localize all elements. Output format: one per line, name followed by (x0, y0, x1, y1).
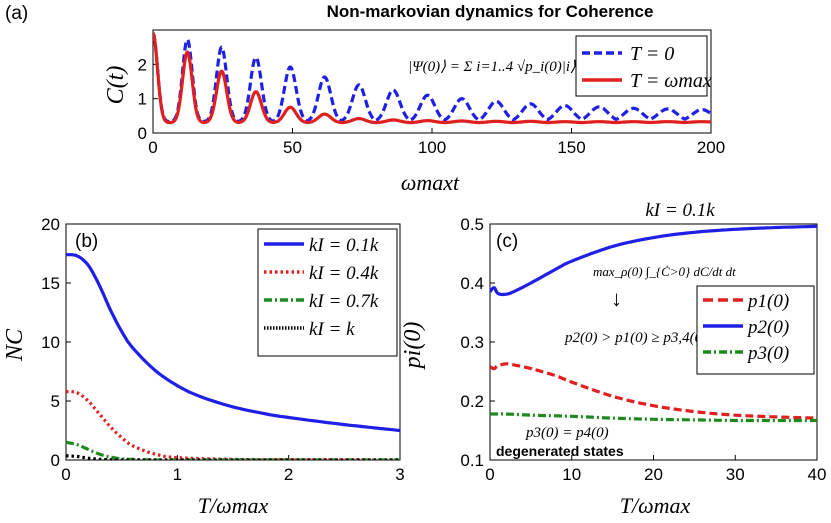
panel-c-series-2 (490, 412, 817, 423)
panel-b-ytick-label: 5 (51, 392, 60, 411)
panel-c-xtick-label: 20 (644, 465, 663, 484)
panel-c-equal: p3(0) = p4(0) (525, 425, 609, 441)
panel-c-ytick-label: 0.5 (460, 215, 484, 234)
panel-c-degenerate: degenerated states (496, 443, 624, 459)
panel-b-ylabel: NC (2, 328, 28, 362)
panel-c-arrow: ↓ (611, 286, 622, 311)
panel-c-title: kI = 0.1k (645, 200, 715, 221)
panel-a-ytick-label: 2 (138, 55, 147, 74)
panel-b: (b) 0 1 2 3 0 5 10 15 20 NC T/ωmax kI = 0.1k kI… (2, 215, 405, 518)
panel-b-ytick-label: 10 (41, 333, 60, 352)
panel-c-ytick-label: 0.1 (460, 451, 484, 470)
legend-b-label-3: kI = k (309, 319, 355, 340)
panel-b-ytick-label: 0 (51, 451, 60, 470)
panel-b-xtick-label: 2 (284, 465, 293, 484)
panel-c-ytick-label: 0.2 (460, 392, 484, 411)
legend-a-label-0: T = 0 (630, 43, 674, 65)
legend-c-label-0: p1(0) (746, 291, 789, 312)
panel-b-xtick-label: 1 (173, 465, 182, 484)
legend-b-label-0: kI = 0.1k (309, 235, 379, 256)
panel-c-xtick-label: 30 (726, 465, 745, 484)
panel-c-label: (c) (496, 231, 518, 252)
legend-b-label-1: kI = 0.4k (309, 263, 379, 284)
panel-c-xtick-label: 0 (485, 465, 494, 484)
panel-c-xtick-label: 40 (808, 465, 827, 484)
figure-title: Non-markovian dynamics for Coherence (327, 2, 654, 21)
legend-b-label-2: kI = 0.7k (309, 291, 379, 312)
panel-b-series-2 (66, 440, 400, 460)
panel-c-ytick-label: 0.3 (460, 333, 484, 352)
panel-c-relation: p2(0) > p1(0) ≥ p3,4(0) (564, 330, 707, 346)
panel-c-series-1 (490, 224, 817, 297)
panel-b-series-3 (66, 454, 400, 460)
panel-c-legend: p1(0) p2(0) p3(0) (696, 285, 815, 375)
panel-b-ytick-label: 15 (41, 274, 60, 293)
panel-c-optimization: max_ρ(0) ∫_{Ċ>0} dC/dt dt (593, 264, 736, 280)
panel-a-xtick-label: 150 (557, 138, 585, 157)
panel-a-legend: T = 0 T = ωmax (575, 35, 712, 97)
panel-a-xtick-label: 0 (148, 138, 157, 157)
panel-c: kI = 0.1k (c) 0 10 20 30 40 0.10.20.30.40.5 … (400, 200, 826, 518)
panel-c-ytick-label: 0.4 (460, 274, 484, 293)
panel-c-xlabel: T/ωmax (620, 493, 691, 518)
panel-a-xlabel: ωmaxt (401, 170, 460, 195)
panel-b-xtick-label: 3 (395, 465, 404, 484)
panel-a-series-0 (153, 32, 711, 124)
panel-c-xtick-label: 10 (562, 465, 581, 484)
legend-c-label-1: p2(0) (746, 317, 789, 338)
panel-a-xtick-label: 200 (697, 138, 725, 157)
legend-a-label-1: T = ωmax (630, 70, 712, 92)
legend-c-label-2: p3(0) (746, 343, 789, 364)
panel-c-series-0 (490, 362, 817, 420)
panel-b-series-0 (66, 253, 400, 433)
panel-b-label: (b) (75, 231, 98, 252)
panel-a-label: (a) (5, 3, 28, 24)
panel-a-annotation: |Ψ(0)⟩ = Σ i=1..4 √p_i(0)|i⟩ (408, 59, 576, 75)
panel-b-legend: kI = 0.1k kI = 0.4k kI = 0.7k kI = k (257, 228, 398, 357)
panel-a-xtick-label: 100 (418, 138, 446, 157)
panel-a-ylabel: C(t) (103, 66, 129, 105)
panel-a: (a) 0 50 100 150 200 0 1 2 C(t) ωmaxt |Ψ(0)⟩ =… (5, 3, 725, 195)
panel-a-ytick-label: 0 (138, 124, 147, 143)
panel-c-ylabel: pi(0) (400, 322, 426, 371)
panel-a-series-1 (153, 32, 711, 125)
panel-b-ytick-label: 20 (41, 215, 60, 234)
panel-a-ytick-label: 1 (138, 90, 147, 109)
panel-b-xtick-label: 0 (61, 465, 70, 484)
panel-b-xlabel: T/ωmax (198, 493, 269, 518)
panel-a-xtick-label: 50 (283, 138, 302, 157)
